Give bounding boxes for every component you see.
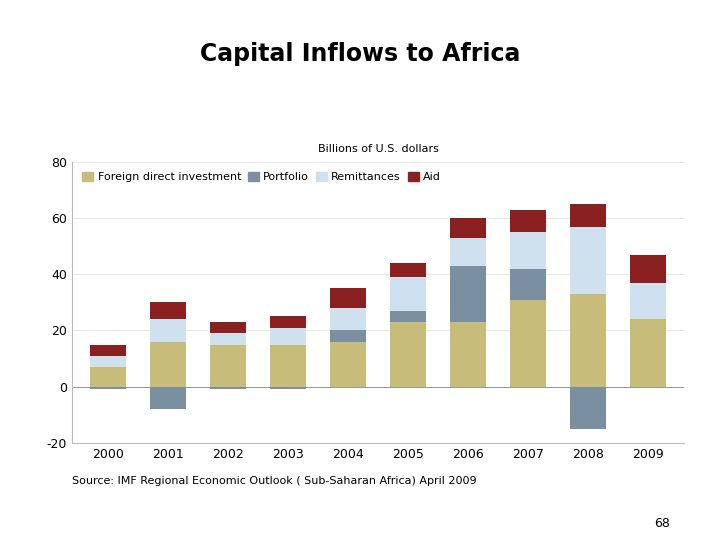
Bar [90,387,126,389]
Bar [270,345,306,387]
Text: Billions of U.S. dollars: Billions of U.S. dollars [318,144,438,154]
Bar [150,387,186,409]
Bar [330,288,366,308]
Bar [510,210,546,232]
Bar [270,316,306,328]
Bar [270,387,306,389]
Bar [510,269,546,300]
Bar [210,387,246,389]
Bar [570,294,606,387]
Bar [390,277,426,311]
Legend: Foreign direct investment, Portfolio, Remittances, Aid: Foreign direct investment, Portfolio, Re… [78,167,446,187]
Text: 68: 68 [654,517,670,530]
Bar [390,311,426,322]
Bar [390,263,426,277]
Bar [210,333,246,345]
Bar [270,328,306,345]
Bar [450,238,486,266]
Text: Source: IMF Regional Economic Outlook ( Sub-Saharan Africa) April 2009: Source: IMF Regional Economic Outlook ( … [72,476,477,485]
Bar [450,266,486,322]
Bar [390,322,426,387]
Bar [150,302,186,319]
Bar [630,319,666,387]
Bar [510,232,546,269]
Bar [90,345,126,356]
Bar [90,356,126,367]
Bar [450,322,486,387]
Bar [570,204,606,227]
Bar [510,300,546,387]
Bar [330,342,366,387]
Bar [210,322,246,333]
Bar [630,283,666,319]
Text: Capital Inflows to Africa: Capital Inflows to Africa [200,42,520,66]
Bar [150,319,186,342]
Bar [210,345,246,387]
Bar [150,342,186,387]
Bar [330,330,366,342]
Bar [570,387,606,429]
Bar [330,308,366,330]
Bar [90,367,126,387]
Bar [630,255,666,283]
Bar [450,218,486,238]
Bar [570,227,606,294]
